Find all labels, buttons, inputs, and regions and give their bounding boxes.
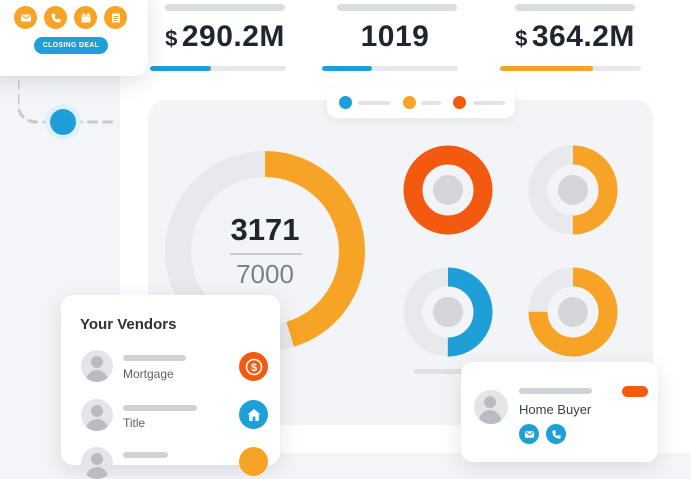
legend-line (421, 101, 441, 105)
dollar-icon[interactable]: $ (239, 352, 268, 381)
stat-pending-volume: $364.2M (500, 0, 650, 80)
legend-dot-blue[interactable] (339, 96, 352, 109)
buyer-label: Home Buyer (519, 402, 592, 417)
mini-donut-hole (558, 175, 588, 205)
svg-text:$: $ (250, 362, 256, 374)
home-buyer-card: Home Buyer (461, 362, 658, 462)
vendor-label: Mortgage (123, 367, 174, 381)
stat-progress-fill (500, 66, 594, 71)
mail-icon[interactable] (14, 6, 37, 29)
stat-label-placeholder (337, 4, 457, 11)
mini-donut-1 (403, 145, 493, 235)
stat-value: 364.2M (531, 20, 635, 53)
big-donut-arc (165, 151, 365, 351)
vendor-name-placeholder (123, 355, 186, 361)
phone-icon[interactable] (546, 424, 566, 444)
avatar (81, 447, 113, 479)
closing-deal-card: CLOSING DEAL (0, 0, 148, 76)
stat-progress-bar (500, 66, 641, 71)
vendor-name-placeholder (123, 405, 197, 411)
phone-icon[interactable] (44, 6, 67, 29)
stat-value: 290.2M (181, 20, 285, 53)
legend-line (358, 101, 390, 105)
stat-progress-fill (322, 66, 373, 71)
chart-legend (327, 86, 515, 118)
home-icon[interactable] (239, 400, 268, 429)
stat-progress-bar (322, 66, 458, 71)
stat-total-volume: $290.2M (150, 0, 300, 80)
stat-progress-fill (150, 66, 212, 71)
stat-value: 1019 (360, 20, 430, 53)
mini-donut-arc (403, 267, 493, 357)
big-donut-divider (230, 253, 302, 255)
mail-icon[interactable] (519, 424, 539, 444)
mini-donut-4 (528, 267, 618, 357)
badge-icon[interactable] (239, 447, 268, 476)
avatar (81, 399, 113, 431)
mini-donut-hole (558, 297, 588, 327)
stat-label-placeholder (515, 4, 635, 11)
calendar-icon[interactable] (74, 6, 97, 29)
stat-label-placeholder (165, 4, 285, 11)
vendor-label: Title (123, 416, 146, 430)
mini-donut-hole (433, 175, 463, 205)
avatar (81, 350, 113, 382)
vendors-card: Your Vendors Mortgage $ Title (61, 295, 280, 479)
panel-placeholder-bar (414, 369, 464, 374)
stat-progress-bar (150, 66, 286, 71)
buyer-status-badge (622, 386, 648, 397)
mini-donut-arc (528, 145, 618, 235)
timeline-node[interactable] (50, 109, 76, 135)
closing-deal-pill[interactable]: CLOSING DEAL (34, 37, 108, 54)
avatar (474, 390, 508, 424)
legend-dot-orange[interactable] (403, 96, 416, 109)
vendors-title: Your Vendors (80, 316, 177, 333)
mini-donut-hole (433, 297, 463, 327)
stat-currency: $ (515, 26, 528, 51)
document-icon[interactable] (104, 6, 127, 29)
legend-line (473, 101, 505, 105)
big-donut-value: 3171 (230, 212, 300, 247)
mini-donut-3 (403, 267, 493, 357)
legend-dot-red[interactable] (453, 96, 466, 109)
stat-deal-count: 1019 (322, 0, 472, 80)
buyer-name-placeholder (519, 388, 592, 394)
mini-donut-arc (528, 267, 618, 357)
stat-currency: $ (165, 26, 178, 51)
mini-donut-arc (403, 145, 493, 235)
timeline-connector (18, 80, 118, 124)
mini-donut-2 (528, 145, 618, 235)
big-donut-total: 7000 (236, 259, 294, 289)
